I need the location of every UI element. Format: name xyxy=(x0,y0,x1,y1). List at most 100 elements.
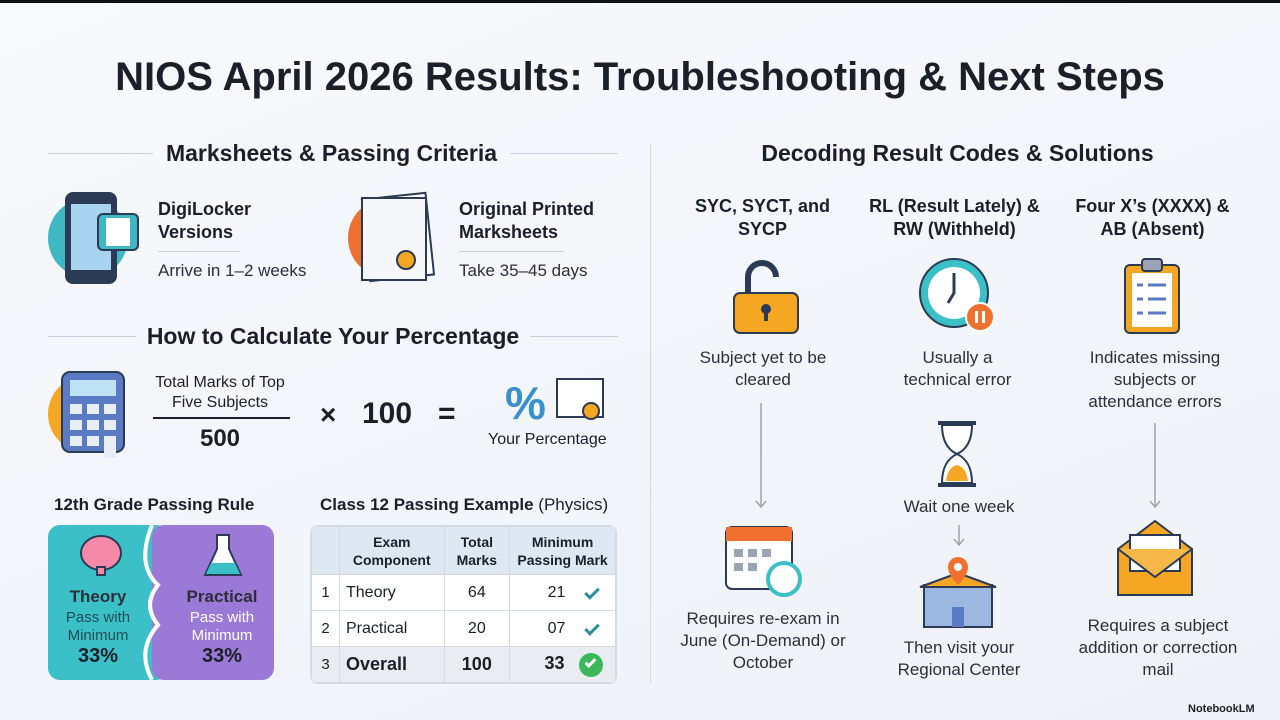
decoration xyxy=(70,404,82,414)
operator: = xyxy=(438,397,456,430)
table-row: 2 Practical 20 07 xyxy=(311,610,616,647)
decoration xyxy=(70,420,82,430)
decoration xyxy=(70,380,116,396)
table-cell: 1 xyxy=(311,574,340,611)
certificate-icon xyxy=(348,191,436,283)
decoration xyxy=(762,549,771,557)
phone-icon xyxy=(48,192,139,284)
table-cell: Overall xyxy=(339,646,445,683)
table-row: 1 Theory 64 21 xyxy=(311,574,616,611)
header-cell: Exam Component xyxy=(339,526,445,575)
building-icon xyxy=(919,557,997,628)
item-note: Arrive in 1–2 weeks xyxy=(158,261,307,280)
decoration xyxy=(954,563,962,571)
table-cell: 2 xyxy=(311,610,340,647)
table-cell: 33 xyxy=(509,646,616,683)
decoration xyxy=(953,525,965,547)
item-note: Take 35–45 days xyxy=(459,261,588,280)
decoration xyxy=(1137,283,1166,315)
decoration: % xyxy=(505,377,546,427)
clock-icon xyxy=(919,258,995,332)
calculator-icon xyxy=(48,371,125,458)
decoration xyxy=(766,561,802,597)
decoration xyxy=(48,336,136,337)
decoration xyxy=(965,302,995,332)
table-cell: 21 xyxy=(509,574,616,611)
rule-part: Practical Pass with Minimum 33% xyxy=(172,587,272,668)
percent-icon: % xyxy=(505,377,604,427)
code-title: Four X’s (XXXX) & AB (Absent) xyxy=(1075,196,1230,239)
decoration xyxy=(96,566,106,576)
code-title: SYC, SYCT, and SYCP xyxy=(694,196,831,239)
check-icon xyxy=(584,584,601,601)
decoration xyxy=(87,404,99,414)
denominator: 500 xyxy=(199,425,241,452)
decoration xyxy=(982,311,985,323)
cell-text: 21 xyxy=(547,583,566,601)
part-percent: 33% xyxy=(77,645,119,667)
decoration xyxy=(946,465,968,481)
header-cell xyxy=(311,526,340,575)
decoration xyxy=(748,563,757,571)
code-description: Usually a technical error xyxy=(903,348,1012,389)
header-cell: Minimum Passing Mark xyxy=(509,526,616,575)
sub-heading: Class 12 Passing Example (Physics) xyxy=(320,495,608,515)
decoration xyxy=(761,304,771,314)
decoration xyxy=(1137,283,1166,315)
decoration xyxy=(104,404,116,414)
envelope-icon xyxy=(1117,519,1193,596)
decoration xyxy=(582,402,600,420)
cell-text: 33 xyxy=(544,653,565,674)
decoration xyxy=(755,403,767,509)
table-cell: 64 xyxy=(443,574,511,611)
section-heading: How to Calculate Your Percentage xyxy=(146,323,520,349)
code-title: RL (Result Lately) & RW (Withheld) xyxy=(869,196,1040,239)
part-percent: 33% xyxy=(201,645,243,667)
table-cell: 3 xyxy=(311,646,340,683)
table-cell: 07 xyxy=(509,610,616,647)
decoration xyxy=(48,153,153,154)
arrow xyxy=(755,403,767,509)
decoration xyxy=(938,421,976,487)
table-cell: 100 xyxy=(443,646,511,683)
decoration xyxy=(734,549,771,571)
decoration xyxy=(104,436,116,458)
decoration xyxy=(459,251,564,252)
puzzle-edge xyxy=(143,525,161,680)
check-mark xyxy=(584,655,597,668)
decoration xyxy=(764,311,768,321)
item-title: DigiLocker Versions xyxy=(158,199,252,242)
table-cell: 20 xyxy=(443,610,511,647)
decoration xyxy=(556,378,604,418)
flask-icon xyxy=(203,534,243,576)
header-row: Exam Component Total Marks Minimum Passing… xyxy=(311,526,616,575)
decoration xyxy=(106,218,130,246)
decoration xyxy=(70,404,116,458)
lock-icon xyxy=(733,260,799,334)
result-label: Your Percentage xyxy=(488,431,607,448)
table-cell: Theory xyxy=(339,574,445,611)
decoration xyxy=(152,525,274,680)
arrow xyxy=(1149,423,1161,509)
decoration xyxy=(734,563,743,571)
decoration xyxy=(650,143,651,683)
decoration xyxy=(158,251,240,252)
part-text: Pass with Minimum xyxy=(65,609,131,644)
decoration xyxy=(952,607,964,627)
title: NIOS April 2026 Results: Troubleshooting… xyxy=(115,55,1165,99)
section-heading: Marksheets & Passing Criteria xyxy=(165,140,498,166)
code-outcome: Requires a subject addition or correctio… xyxy=(1078,616,1238,679)
part-name: Practical xyxy=(186,587,258,606)
rule-part: Theory Pass with Minimum 33% xyxy=(48,587,148,668)
arrow xyxy=(953,525,965,547)
numerator: Total Marks of Top Five Subjects xyxy=(155,374,285,411)
decoration xyxy=(1117,548,1193,579)
code-outcome: Then visit your Regional Center xyxy=(897,638,1021,679)
table-wrap: Exam Component Total Marks Minimum Passing… xyxy=(310,525,617,684)
brand: NotebookLM xyxy=(1188,703,1255,715)
decoration xyxy=(87,420,99,430)
header-cell: Total Marks xyxy=(443,526,511,575)
decoration xyxy=(975,311,978,323)
decoration xyxy=(104,420,116,430)
